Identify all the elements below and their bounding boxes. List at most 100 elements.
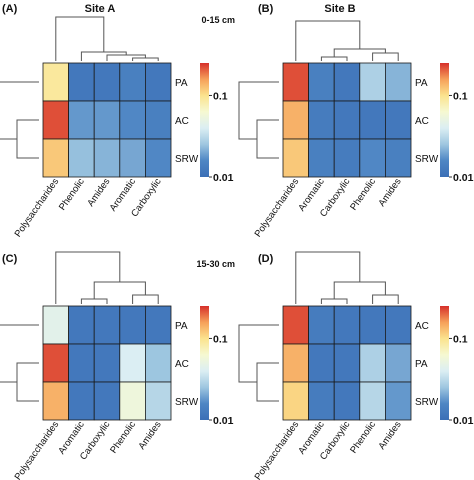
heatmap-cell [68,62,95,102]
heatmap-cell [144,305,172,345]
legend-tick-label: 0.1 [453,333,468,345]
heatmap-cell [68,381,95,421]
depth-label: 15-30 cm [196,259,235,269]
heatmap-cell [308,138,335,178]
heatmap-cell [42,343,70,383]
heatmap-cell [359,343,386,383]
column-label: Phenolic [348,176,378,212]
column-dendrogram-branch [80,51,127,61]
heatmap-cell [308,305,335,345]
heatmap-cell [93,381,121,421]
column-label: Polysaccharides [13,419,62,480]
heatmap-cell [93,138,121,178]
row-label: PA [415,359,428,370]
column-label: Phenolic [108,419,138,455]
heatmap-cell [144,62,172,102]
heatmap-cell [144,343,172,383]
column-dendrogram-branch [333,281,386,299]
column-label: Polysaccharides [253,419,302,480]
heatmap-cell [282,138,310,178]
panel-label: (B) [258,3,274,15]
column-dendrogram-branch [320,56,348,61]
heatmap-cell [384,381,412,421]
row-label: PA [175,78,188,89]
column-dendrogram-branch [93,281,146,299]
row-label: PA [415,78,428,89]
panel-title: Site A [85,3,116,15]
legend-tick-label: 0.1 [453,90,468,102]
row-dendrogram-branch [238,324,279,383]
column-label: Amides [85,176,112,208]
column-dendrogram-branch [80,298,108,304]
legend-colorbar [440,63,449,177]
panels: (A) Site A0-15 cmPAACSRWPolysaccharidesPh… [0,3,474,480]
row-label: AC [175,116,189,127]
heatmap-cell [42,381,70,421]
heatmap-cell [68,100,95,140]
column-label: Phenolic [348,419,378,455]
column-dendrogram-branch [320,298,348,304]
heatmap-cell [93,62,121,102]
legend-colorbar [200,306,209,420]
heatmap-cell [384,305,412,345]
column-dendrogram-branch [372,52,399,61]
heatmap-cell [308,381,335,421]
heatmap-cell [282,100,310,140]
column-label: Polysaccharides [13,176,62,239]
legend-tick-label: 0.1 [213,90,228,102]
legend-tick-label: 0.01 [453,415,474,427]
heatmap-panel: (B) Site BPAACSRWPolysaccharidesAromaticC… [238,3,474,239]
heatmap-cell [68,343,95,383]
heatmap-cell [119,62,146,102]
row-label: SRW [175,154,199,165]
row-dendrogram-branch [256,119,279,159]
column-dendrogram-branch [295,251,361,304]
heatmap-panel: (D)ACPASRWPolysaccharidesAromaticCarboxy… [238,251,474,480]
heatmap-cell [282,343,310,383]
row-label: AC [175,359,189,370]
row-label: AC [415,321,429,332]
row-dendrogram-branch [256,362,279,402]
row-label: SRW [415,154,439,165]
row-dendrogram-branch [0,324,39,383]
row-dendrogram-branch [16,362,39,402]
heatmap-cell [119,138,146,178]
heatmap-cell [282,381,310,421]
panel-label: (D) [258,253,274,265]
heatmap-cell [333,138,361,178]
column-dendrogram-branch [295,20,361,61]
row-label: PA [175,321,188,332]
heatmap-cell [144,100,172,140]
column-dendrogram-branch [55,16,105,61]
column-dendrogram-branch [372,294,399,304]
heatmap-cell [359,100,386,140]
heatmap-cell [68,305,95,345]
heatmap-cell [42,100,70,140]
heatmap-cell [359,138,386,178]
heatmap-cell [308,100,335,140]
heatmap-panel: (C) 15-30 cmPAACSRWPolysaccharidesAromati… [0,251,235,480]
legend-colorbar [440,306,449,420]
heatmap-cell [384,138,412,178]
heatmap-cell [119,305,146,345]
panel-label: (C) [2,253,18,265]
column-label: Amides [376,176,403,208]
heatmap-panel: (A) Site A 0-15 cm PA AC SRW PolysaccharidesPh… [0,3,235,239]
legend-tick-label: 0.01 [213,172,234,184]
column-dendrogram-branch [55,251,121,304]
column-dendrogram-branch [132,57,159,61]
legend-tick-label: 0.01 [453,172,474,184]
row-dendrogram-branch [238,81,279,140]
heatmap-cell [93,100,121,140]
depth-label: 0-15 cm [201,15,235,25]
column-dendrogram-branch [132,294,159,304]
row-dendrogram-branch [16,119,39,159]
heatmap-cell [359,62,386,102]
column-label: Polysaccharides [253,176,302,239]
heatmap-cell [144,138,172,178]
legend-colorbar [200,63,209,177]
heatmap-cell [333,343,361,383]
heatmap-cell [119,381,146,421]
heatmap-cell [93,343,121,383]
